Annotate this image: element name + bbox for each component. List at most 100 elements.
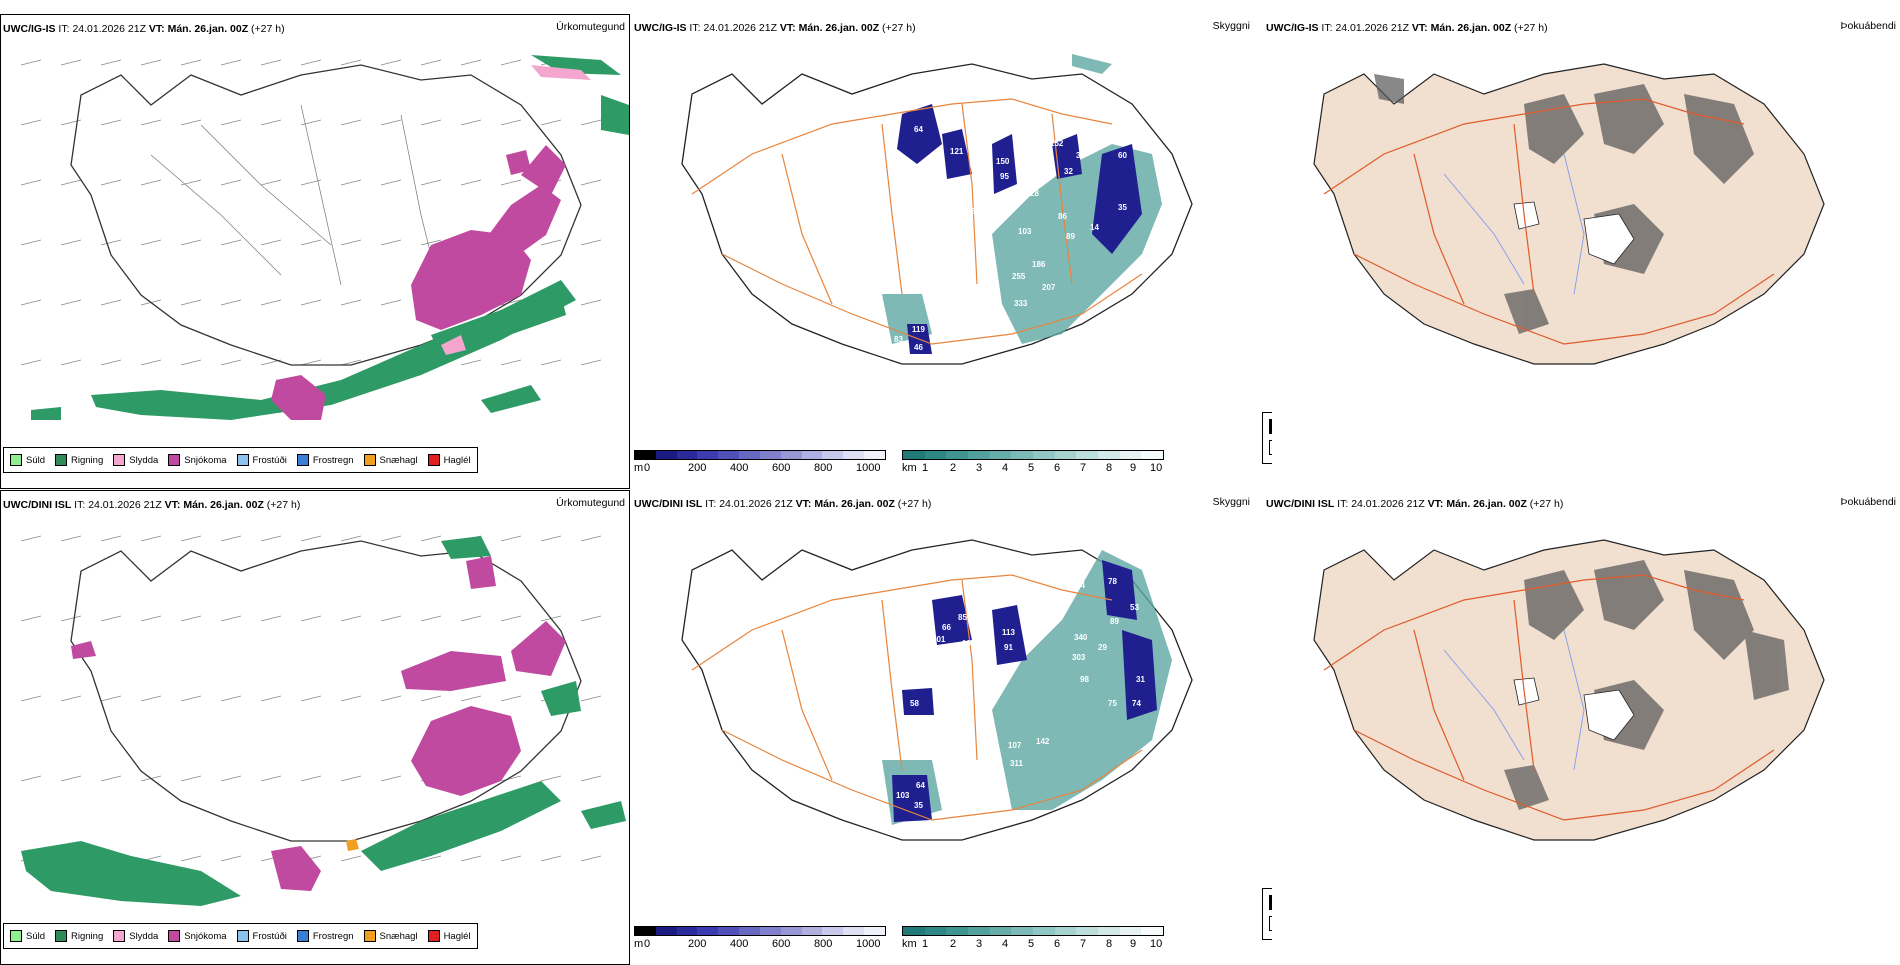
height-tick: 600: [772, 462, 791, 474]
colorbar-step: [718, 451, 740, 459]
panel-header: UWC/DINI ISL IT: 24.01.2026 21Z VT: Mán.…: [634, 498, 931, 510]
vis-value-label: 77: [996, 665, 1005, 674]
panel-title: Þokuábendi: [1840, 20, 1896, 32]
precip-panel-row1: UWC/IG-IS IT: 24.01.2026 21Z VT: Mán. 26…: [0, 14, 630, 489]
hail-area: [346, 839, 359, 851]
iceland-coastline: [70, 64, 582, 366]
height-tick: 800: [814, 938, 833, 950]
it-value: 24.01.2026 21Z: [703, 22, 777, 34]
colorbar-step: [1119, 451, 1142, 459]
vis-value-label: 207: [1042, 283, 1056, 292]
vis-value-label: 121: [950, 147, 964, 156]
vis-value-label: 107: [1008, 741, 1022, 750]
lead-time: (+27 h): [897, 498, 932, 510]
vis-value-label: 58: [910, 699, 919, 708]
legend-swatch: [55, 454, 68, 466]
colorbar-step: [697, 927, 719, 935]
iceland-coastline: [681, 539, 1193, 841]
vis-value-label: 149: [1072, 553, 1086, 562]
panel-title: Skyggni: [1212, 20, 1250, 32]
panel-title: Úrkomutegund: [556, 497, 625, 509]
fog-map-1: [1313, 63, 1825, 365]
vis-value-label: 76: [990, 195, 999, 204]
vis-value-label: 89: [1110, 617, 1119, 626]
vt-label: VT:: [164, 499, 181, 511]
colorbar-step: [843, 927, 865, 935]
legend-swatch: [55, 930, 68, 942]
road-network: [1323, 98, 1775, 345]
height-tick: 800: [814, 462, 833, 474]
vis-panel-row2: UWC/DINI ISL IT: 24.01.2026 21Z VT: Mán.…: [632, 490, 1272, 965]
vis-value-label: 81: [976, 685, 985, 694]
colorbar-step: [968, 927, 990, 935]
vis-value-label: 35: [1118, 203, 1127, 212]
height-tick: 400: [730, 462, 749, 474]
vis-tick: 8: [1106, 938, 1113, 950]
lead-time: (+27 h): [1529, 498, 1564, 510]
colorbar-step: [655, 451, 677, 459]
vis-tick: 7: [1080, 938, 1087, 950]
legend-swatch: [296, 454, 309, 466]
vis-value-label: 60: [1118, 151, 1127, 160]
legend-label: Rigning: [71, 930, 104, 942]
height-tick: 200: [688, 938, 707, 950]
lead-time: (+27 h): [266, 499, 301, 511]
vis-unit: km: [902, 462, 917, 474]
height-tick: 400: [730, 938, 749, 950]
colorbar-step: [968, 451, 990, 459]
colorbar-step: [946, 927, 969, 935]
vis-value-label: 152: [1050, 139, 1064, 148]
legend-item: Slydda: [113, 454, 158, 466]
vis-value-label: 32: [1064, 167, 1073, 176]
colorbar-step: [1141, 927, 1164, 935]
vis-value-label: 150: [996, 157, 1010, 166]
visibility-colorbar-scale: [902, 926, 1164, 936]
vis-tick: 9: [1130, 938, 1137, 950]
legend-item: Rigning: [55, 454, 103, 466]
colorbar-step: [946, 451, 969, 459]
colorbar-step: [1076, 451, 1099, 459]
legend-swatch: [168, 930, 181, 942]
vis-value-label: 75: [1108, 699, 1117, 708]
snow-areas: [271, 145, 566, 420]
vis-value-label: 78: [1108, 577, 1117, 586]
legend-label: Snjókoma: [184, 454, 227, 466]
height-tick: 1000: [856, 938, 881, 950]
vis-value-label: 119: [912, 325, 925, 334]
vis-value-label: 85: [958, 613, 967, 622]
vis-value-label: 29: [1098, 643, 1107, 652]
legend-label: Snjókoma: [184, 930, 227, 942]
fog-panel-row2: UWC/DINI ISL IT: 24.01.2026 21Z VT: Mán.…: [1264, 490, 1900, 965]
legend-swatch: [427, 930, 440, 942]
fog-legend-row: 0: [1269, 419, 1272, 434]
vis-value-label: 311: [1010, 759, 1023, 768]
vt-value: Mán. 26.jan. 00Z: [1430, 22, 1512, 34]
fog-legend-swatch: [1269, 916, 1272, 931]
legend-label: Slydda: [129, 930, 159, 942]
colorbar-step: [924, 451, 947, 459]
height-tick: 0: [644, 938, 651, 950]
vis-value-label: 103: [896, 791, 910, 800]
visibility-map-1: 64 16 121 150 95 76 108 152 39 72 32 60 …: [681, 54, 1193, 365]
vis-value-label: 255: [1012, 272, 1026, 281]
model-name: UWC/IG-IS: [1266, 22, 1319, 34]
legend-swatch: [363, 454, 376, 466]
colorbar-step: [759, 451, 781, 459]
it-label: IT:: [705, 498, 717, 510]
dark-blue-visibility: [892, 560, 1157, 822]
vis-value-label: 89: [1066, 232, 1075, 241]
legend-swatch: [10, 930, 22, 942]
vis-value-label: 98: [1080, 675, 1089, 684]
vt-value: Mán. 26.jan. 00Z: [183, 499, 264, 511]
vis-value-label: 53: [1130, 603, 1139, 612]
colorbar-step: [676, 927, 698, 935]
vis-value-label: 46: [914, 343, 923, 352]
road-network: [1323, 574, 1775, 821]
it-label: IT:: [1321, 22, 1333, 34]
vis-tick: 9: [1130, 462, 1137, 474]
legend-item: Frostregn: [296, 454, 354, 466]
glacier-white: [1513, 677, 1635, 741]
panel-title: Úrkomutegund: [556, 21, 625, 33]
panel-header: UWC/DINI ISL IT: 24.01.2026 21Z VT: Mán.…: [1266, 498, 1563, 510]
vis-value-label: 15: [924, 217, 933, 226]
